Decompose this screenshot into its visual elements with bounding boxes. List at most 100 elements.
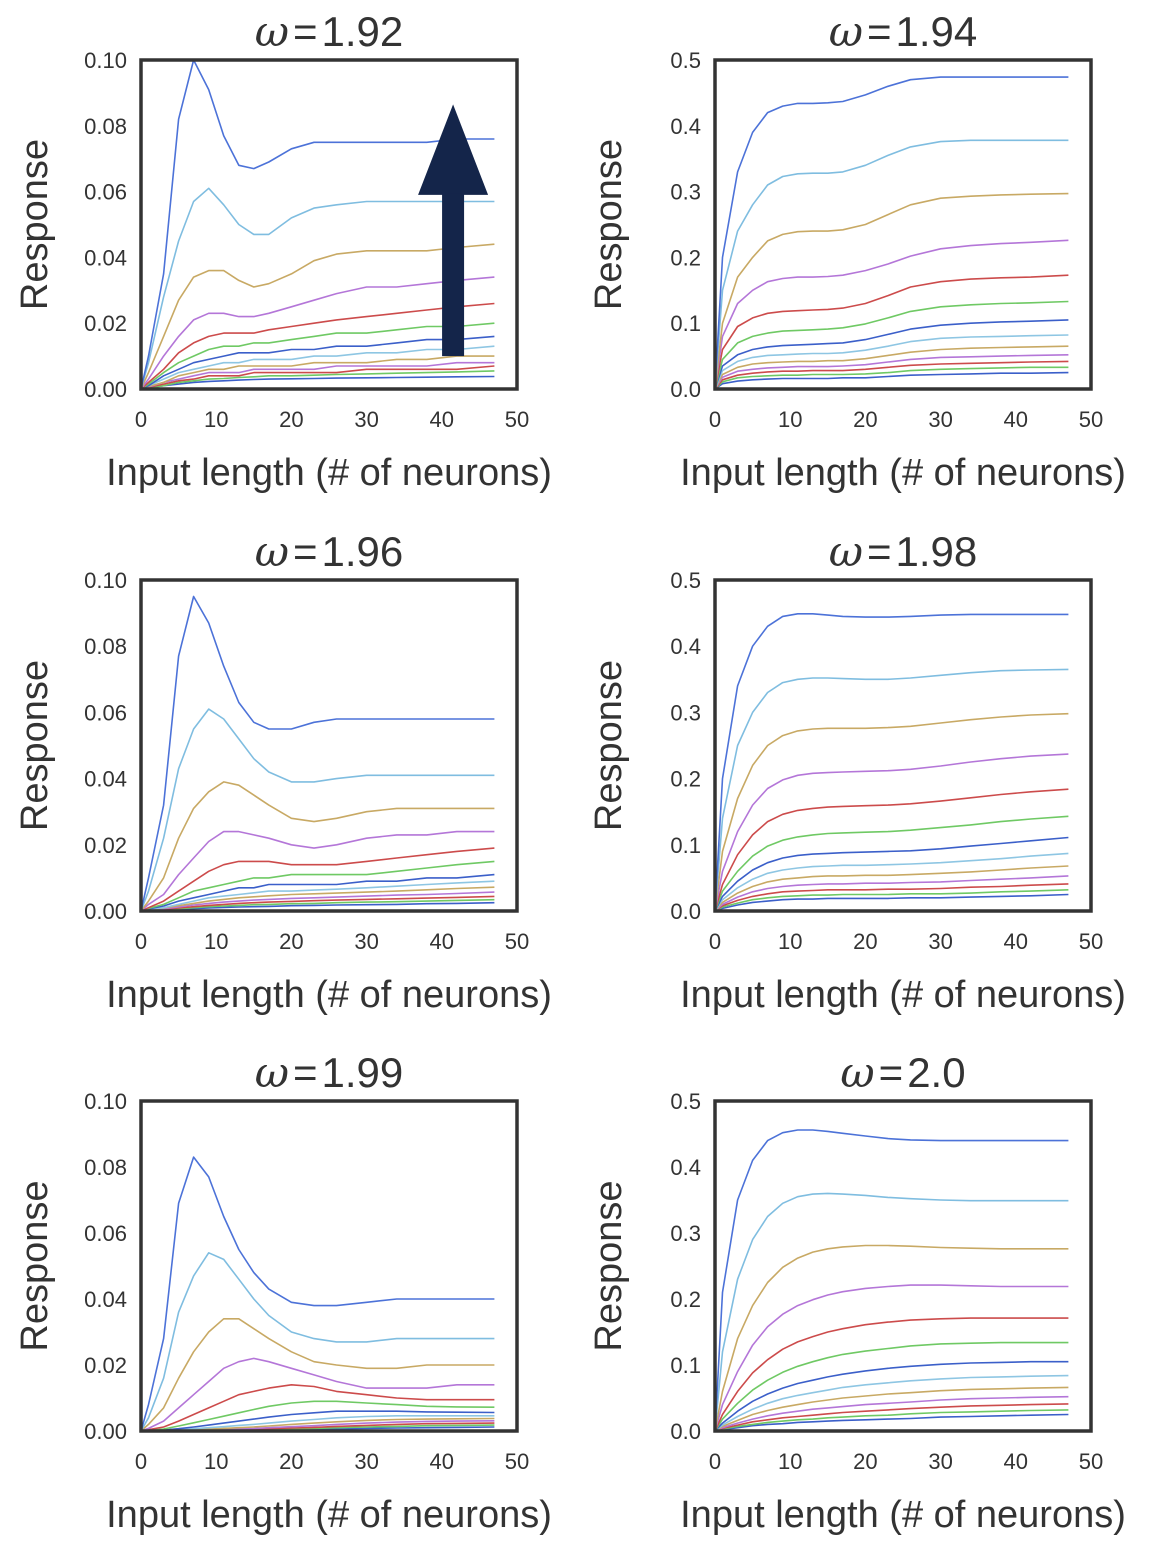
series-line-curve-13 xyxy=(715,1413,1069,1431)
y-tick-label: 0.00 xyxy=(84,1419,127,1444)
x-tick-label: 50 xyxy=(505,407,529,432)
y-axis-label: Response xyxy=(588,660,630,831)
subplot-3: 0 10 20 30 40 50 0.00 0.02 0.04 0.06 0.08 0.10 Input… xyxy=(14,527,552,1016)
y-tick-label: 0.00 xyxy=(84,377,127,402)
series-line-curve-6 xyxy=(715,815,1069,911)
series-line-curve-5 xyxy=(715,274,1069,389)
title-value: 2.0 xyxy=(907,1049,965,1096)
series-line-curve-3 xyxy=(715,192,1069,389)
y-tick-label: 0.04 xyxy=(84,767,127,792)
series-line-curve-1 xyxy=(715,612,1069,911)
y-tick-label: 0.0 xyxy=(670,1419,701,1444)
y-tick-label: 0.4 xyxy=(670,1155,701,1180)
x-tick-label: 20 xyxy=(279,1449,303,1474)
x-tick-label: 40 xyxy=(1004,929,1028,954)
x-tick-label: 10 xyxy=(204,407,228,432)
title-value: 1.96 xyxy=(322,528,404,575)
y-axis-label: Response xyxy=(588,139,630,310)
series-line-curve-11 xyxy=(715,1403,1069,1431)
title-equals: = xyxy=(867,528,892,575)
axes-frame xyxy=(139,1099,519,1433)
x-tick-label: 40 xyxy=(1004,407,1028,432)
series-line-curve-10 xyxy=(141,891,495,911)
y-tick-label: 0.00 xyxy=(84,899,127,924)
series-group xyxy=(715,76,1069,389)
plot-area xyxy=(715,60,1091,389)
series-line-curve-2 xyxy=(715,668,1069,911)
x-tick-label: 0 xyxy=(709,1449,721,1474)
y-tick-label: 0.02 xyxy=(84,833,127,858)
x-tick-label: 10 xyxy=(204,1449,228,1474)
series-line-curve-1 xyxy=(715,1129,1069,1431)
title-symbol: ω xyxy=(829,7,863,56)
title-symbol: ω xyxy=(255,7,289,56)
series-line-curve-3 xyxy=(715,712,1069,911)
y-tick-label: 0.08 xyxy=(84,114,127,139)
series-line-curve-3 xyxy=(715,1244,1069,1431)
x-tick-label: 40 xyxy=(430,1449,454,1474)
x-axis-label: Input length (# of neurons) xyxy=(680,452,1126,494)
x-axis-label: Input length (# of neurons) xyxy=(680,974,1126,1016)
series-group xyxy=(141,595,495,911)
series-line-curve-2 xyxy=(715,139,1069,389)
series-line-curve-7 xyxy=(141,335,495,389)
series-line-curve-11 xyxy=(715,883,1069,911)
series-line-curve-8 xyxy=(715,1374,1069,1431)
y-tick-label: 0.06 xyxy=(84,1221,127,1246)
series-line-curve-5 xyxy=(141,302,495,389)
y-tick-label: 0.08 xyxy=(84,634,127,659)
x-axis-label: Input length (# of neurons) xyxy=(106,452,552,494)
y-tick-label: 0.2 xyxy=(670,1287,701,1312)
x-tick-label: 50 xyxy=(505,929,529,954)
series-line-curve-8 xyxy=(715,852,1069,911)
series-line-curve-10 xyxy=(715,1395,1069,1431)
subplot-4: 0 10 20 30 40 50 0.0 0.1 0.2 0.3 0.4 0.5 Input lengt… xyxy=(588,527,1126,1016)
axes-frame xyxy=(713,58,1093,391)
chart-title: ω=2.0 xyxy=(840,1048,965,1097)
series-line-curve-9 xyxy=(715,345,1069,389)
subplot-5: 0 10 20 30 40 50 0.00 0.02 0.04 0.06 0.08 0.10 Input… xyxy=(14,1048,552,1536)
subplot-2: 0 10 20 30 40 50 0.0 0.1 0.2 0.3 0.4 0.5 Input lengt… xyxy=(588,7,1126,494)
title-value: 1.94 xyxy=(896,8,978,55)
series-line-curve-4 xyxy=(715,753,1069,911)
plot-area xyxy=(141,580,517,911)
y-tick-label: 0.2 xyxy=(670,767,701,792)
x-axis-label: Input length (# of neurons) xyxy=(106,1494,552,1536)
y-tick-label: 0.1 xyxy=(670,833,701,858)
arrow-shaft xyxy=(442,193,465,357)
y-tick-label: 0.0 xyxy=(670,899,701,924)
series-line-curve-5 xyxy=(715,788,1069,911)
series-line-curve-6 xyxy=(715,1341,1069,1431)
x-axis-label: Input length (# of neurons) xyxy=(680,1494,1126,1536)
series-line-curve-6 xyxy=(141,322,495,389)
series-line-curve-3 xyxy=(141,1318,495,1431)
series-line-curve-4 xyxy=(715,239,1069,389)
series-line-curve-4 xyxy=(141,830,495,911)
series-line-curve-2 xyxy=(141,1252,495,1431)
x-tick-label: 10 xyxy=(778,929,802,954)
arrow-head xyxy=(418,104,489,195)
title-symbol: ω xyxy=(829,527,863,576)
series-line-curve-4 xyxy=(141,276,495,389)
title-symbol: ω xyxy=(255,527,289,576)
series-line-curve-1 xyxy=(715,76,1069,389)
x-tick-label: 20 xyxy=(279,407,303,432)
series-line-curve-2 xyxy=(141,187,495,389)
series-line-curve-13 xyxy=(715,371,1069,389)
series-line-curve-12 xyxy=(715,1409,1069,1431)
title-equals: = xyxy=(879,1049,904,1096)
series-line-curve-12 xyxy=(715,889,1069,911)
x-tick-label: 0 xyxy=(135,929,147,954)
x-tick-label: 50 xyxy=(1079,1449,1103,1474)
series-group xyxy=(715,1129,1069,1431)
y-tick-label: 0.3 xyxy=(670,700,701,725)
x-tick-label: 10 xyxy=(778,407,802,432)
x-tick-label: 40 xyxy=(1004,1449,1028,1474)
x-tick-label: 50 xyxy=(1079,407,1103,432)
y-tick-label: 0.02 xyxy=(84,311,127,336)
x-tick-label: 0 xyxy=(135,1449,147,1474)
series-line-curve-10 xyxy=(141,361,495,389)
x-tick-label: 20 xyxy=(279,929,303,954)
y-axis-label: Response xyxy=(14,139,56,310)
series-line-curve-7 xyxy=(141,873,495,911)
